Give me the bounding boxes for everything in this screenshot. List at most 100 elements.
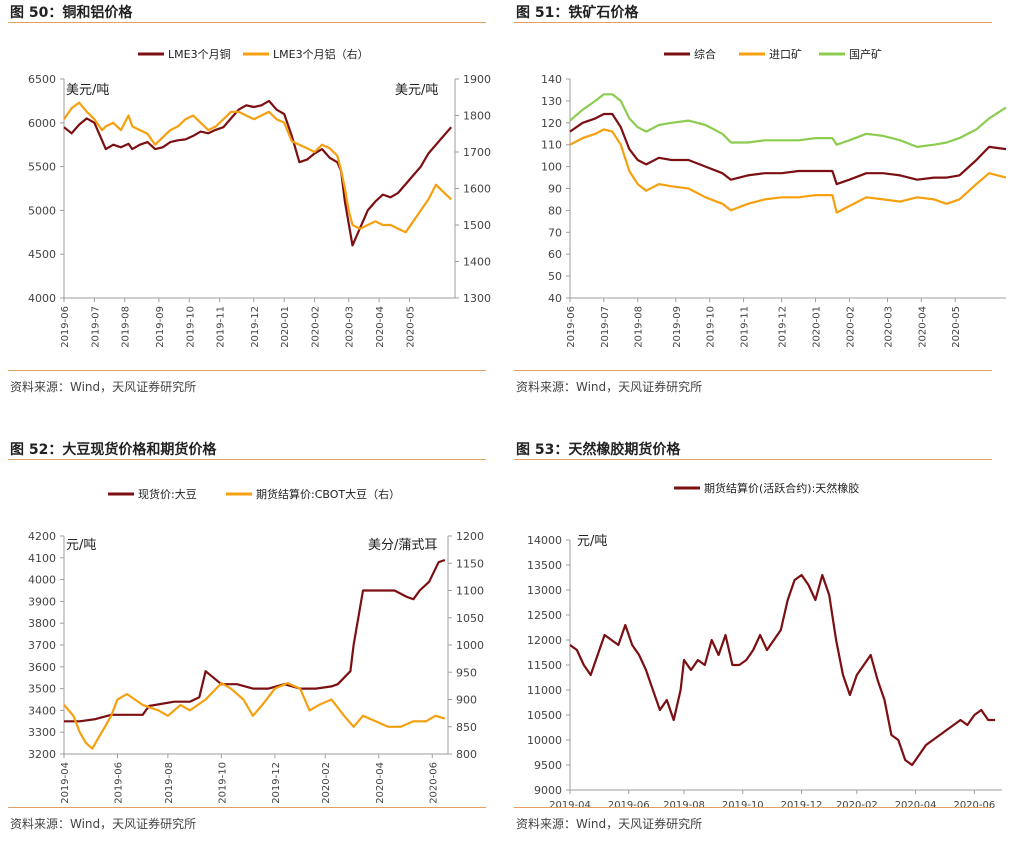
y-tick-label: 14000 [527, 534, 562, 547]
y-tick-label: 6500 [28, 73, 56, 86]
y-tick-label: 3800 [28, 617, 56, 630]
x-tick-label: 2019-06 [566, 306, 577, 348]
x-tick-label: 2020-06 [953, 800, 995, 811]
legend-label: 综合 [694, 47, 716, 61]
y-tick-label: 12000 [527, 634, 562, 647]
y-tick-label: 9500 [534, 759, 562, 772]
y2-tick-label: 850 [456, 721, 477, 734]
y-tick-label: 3500 [28, 683, 56, 696]
source-rule [8, 370, 486, 371]
y2-tick-label: 1500 [463, 219, 491, 232]
y2-tick-label: 1800 [463, 110, 491, 123]
y2-tick-label: 1300 [463, 292, 491, 305]
x-tick-label: 2019-08 [164, 762, 175, 804]
x-tick-label: 2019-08 [663, 800, 705, 811]
legend-label: 期货结算价(活跃合约):天然橡胶 [704, 481, 859, 495]
series-line [63, 99, 453, 247]
source-note: 资料来源：Wind，天风证券研究所 [516, 817, 703, 831]
y-tick-label: 5500 [28, 161, 56, 174]
y-tick-label: 9000 [534, 784, 562, 797]
y-tick-label: 11500 [527, 659, 562, 672]
y-tick-label: 10500 [527, 709, 562, 722]
y-tick-label: 4000 [28, 574, 56, 587]
y-tick-label: 13500 [527, 559, 562, 572]
y2-tick-label: 1100 [456, 585, 484, 598]
series-line [63, 682, 446, 750]
y-tick-label: 70 [548, 226, 562, 239]
y-tick-label: 3900 [28, 595, 56, 608]
x-tick-label: 2019-11 [216, 306, 227, 348]
legend-label: LME3个月铝（右） [273, 47, 369, 61]
x-tick-label: 2020-05 [951, 306, 962, 348]
x-tick-label: 2020-02 [845, 306, 856, 348]
y-tick-label: 60 [548, 248, 562, 261]
chart-title: 图 51：铁矿石价格 [516, 5, 639, 21]
legend-label: 进口矿 [769, 48, 802, 61]
series-line [569, 128, 1007, 214]
unit-right-label: 美元/吨 [395, 83, 438, 98]
x-tick-label: 2020-02 [311, 306, 322, 348]
y2-tick-label: 1150 [456, 557, 484, 570]
series-line [569, 573, 996, 767]
x-tick-label: 2019-06 [608, 800, 650, 811]
x-tick-label: 2020-04 [895, 800, 937, 811]
y-tick-label: 3400 [28, 704, 56, 717]
legend-label: 国产矿 [849, 47, 882, 61]
legend-label: 期货结算价:CBOT大豆（右） [256, 487, 400, 501]
chart-title: 图 52：大豆现货价格和期货价格 [10, 442, 217, 458]
y-tick-label: 5000 [28, 204, 56, 217]
y2-tick-label: 1050 [456, 612, 484, 625]
y2-tick-label: 800 [456, 748, 477, 761]
y-tick-label: 11000 [527, 684, 562, 697]
y-tick-label: 10000 [527, 734, 562, 747]
panel-fig53: 图 53：天然橡胶期货价格 9000 9500 10000 10500 11000 115… [514, 437, 1008, 857]
series-line [569, 93, 1007, 149]
title-rule [514, 22, 992, 23]
panel-fig51: 图 51：铁矿石价格 40 50 60 70 80 90 100 110 120 130 140 20… [514, 0, 1008, 420]
chart-title: 图 50：铜和铝价格 [10, 5, 133, 21]
y-tick-label: 3300 [28, 726, 56, 739]
y-tick-label: 4000 [28, 292, 56, 305]
x-tick-label: 2019-07 [90, 306, 101, 348]
legend-label: 现货价:大豆 [138, 487, 197, 501]
x-tick-label: 2020-02 [836, 800, 878, 811]
x-tick-label: 2020-06 [428, 762, 439, 804]
source-rule [514, 370, 992, 371]
y-tick-label: 100 [541, 161, 562, 174]
y-tick-label: 4500 [28, 248, 56, 261]
x-tick-label: 2020-01 [280, 306, 291, 348]
y-tick-label: 6000 [28, 117, 56, 130]
x-tick-label: 2020-01 [812, 306, 823, 348]
x-tick-label: 2019-12 [271, 762, 282, 804]
chart-fig53: 9000 9500 10000 10500 11000 11500 12000 12500 13… [527, 481, 1002, 811]
y2-tick-label: 1400 [463, 256, 491, 269]
y-tick-label: 80 [548, 204, 562, 217]
y-tick-label: 3200 [28, 748, 56, 761]
chart-fig51: 40 50 60 70 80 90 100 110 120 130 140 2019-06 2019-0… [541, 47, 1007, 348]
source-note: 资料来源：Wind，天风证券研究所 [516, 380, 703, 394]
y-tick-label: 4200 [28, 530, 56, 543]
y-tick-label: 3600 [28, 661, 56, 674]
x-tick-label: 2019-07 [600, 306, 611, 348]
x-tick-label: 2019-12 [781, 800, 823, 811]
x-tick-label: 2019-10 [722, 800, 764, 811]
title-rule [8, 459, 486, 460]
x-tick-label: 2019-12 [778, 306, 789, 348]
y-tick-label: 110 [541, 139, 562, 152]
y2-tick-label: 1900 [463, 73, 491, 86]
title-rule [514, 459, 992, 460]
y-tick-label: 90 [548, 183, 562, 196]
x-tick-label: 2020-02 [321, 762, 332, 804]
y-tick-label: 140 [541, 73, 562, 86]
unit-left-label: 美元/吨 [66, 83, 109, 98]
y-tick-label: 40 [548, 292, 562, 305]
chart-title: 图 53：天然橡胶期货价格 [516, 442, 681, 458]
unit-left-label: 元/吨 [66, 538, 96, 553]
x-tick-label: 2020-05 [405, 306, 416, 348]
x-tick-label: 2019-08 [634, 306, 645, 348]
x-tick-label: 2019-04 [549, 800, 591, 811]
x-tick-label: 2019-10 [185, 306, 196, 348]
x-tick-label: 2019-09 [155, 306, 166, 348]
source-note: 资料来源：Wind，天风证券研究所 [10, 380, 197, 394]
y-tick-label: 12500 [527, 609, 562, 622]
